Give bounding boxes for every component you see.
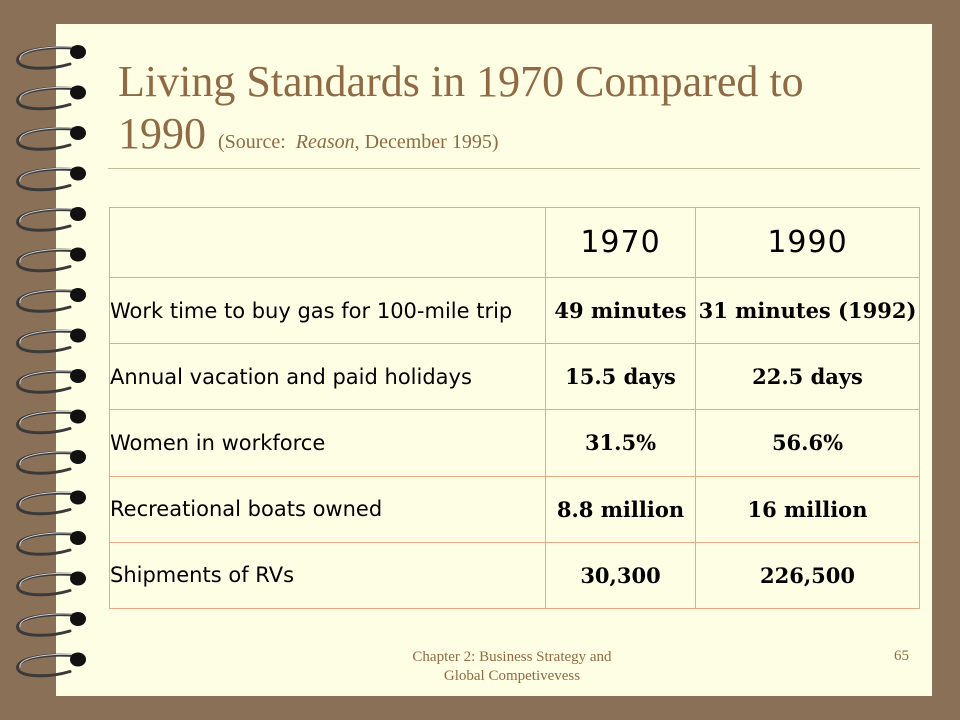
value-1970: 31.5% <box>545 409 696 477</box>
binding-ring <box>16 612 86 637</box>
binding-ring <box>16 369 86 394</box>
binding-ring <box>16 328 86 354</box>
title-divider <box>108 168 920 169</box>
binding-ring <box>16 490 86 516</box>
binding-ring <box>16 85 86 111</box>
value-1970: 30,300 <box>545 541 696 610</box>
binding-ring <box>16 409 86 435</box>
value-1990: 226,500 <box>695 541 920 610</box>
binding-ring <box>16 126 86 151</box>
binding-ring <box>16 571 86 597</box>
page-number: 65 <box>894 648 909 664</box>
value-1990: 16 million <box>695 475 920 543</box>
binding-ring <box>16 288 86 313</box>
table-row: Shipments of RVs 30,300 226,500 <box>109 541 920 610</box>
row-label: Annual vacation and paid holidays <box>109 343 546 411</box>
table-row: Annual vacation and paid holidays 15.5 d… <box>109 343 920 411</box>
table-row: Recreational boats owned 8.8 million 16 … <box>109 475 920 543</box>
value-1970: 15.5 days <box>545 343 696 411</box>
value-1970: 49 minutes <box>545 276 696 345</box>
source-suffix: , December 1995) <box>354 131 499 153</box>
header-empty <box>109 207 546 278</box>
title-main: Living Standards in 1970 Compared to 199… <box>118 57 804 158</box>
row-label: Work time to buy gas for 100-mile trip <box>109 276 546 345</box>
table-row: Work time to buy gas for 100-mile trip 4… <box>109 276 920 345</box>
binding-ring <box>16 531 86 556</box>
header-1990: 1990 <box>695 207 920 278</box>
row-label: Recreational boats owned <box>109 475 546 543</box>
comparison-table: 1970 1990 Work time to buy gas for 100-m… <box>109 207 920 610</box>
table-row: Women in workforce 31.5% 56.6% <box>109 409 920 477</box>
header-1970: 1970 <box>545 207 696 278</box>
row-label: Shipments of RVs <box>109 541 546 610</box>
value-1970: 8.8 million <box>545 475 696 543</box>
binding-ring <box>16 450 86 475</box>
value-1990: 22.5 days <box>695 343 920 411</box>
chapter-footer: Chapter 2: Business Strategy and Global … <box>380 648 644 686</box>
value-1990: 56.6% <box>695 409 920 477</box>
row-label: Women in workforce <box>109 409 546 477</box>
footer-line-1: Chapter 2: Business Strategy and <box>412 649 612 665</box>
binding-ring <box>16 207 86 232</box>
table-header-row: 1970 1990 <box>109 207 920 278</box>
binding-ring <box>16 247 86 273</box>
slide-title: Living Standards in 1970 Compared to 199… <box>118 56 898 168</box>
source-prefix: (Source: <box>218 131 286 153</box>
binding-ring <box>16 652 86 678</box>
footer-line-2: Global Competivevess <box>443 668 581 684</box>
value-1990: 31 minutes (1992) <box>695 276 920 345</box>
source-italic: Reason <box>295 131 355 153</box>
title-source: (Source: Reason, December 1995) <box>218 131 498 153</box>
binding-ring <box>16 45 86 70</box>
binding-ring <box>16 166 86 192</box>
spiral-binding <box>16 45 86 678</box>
